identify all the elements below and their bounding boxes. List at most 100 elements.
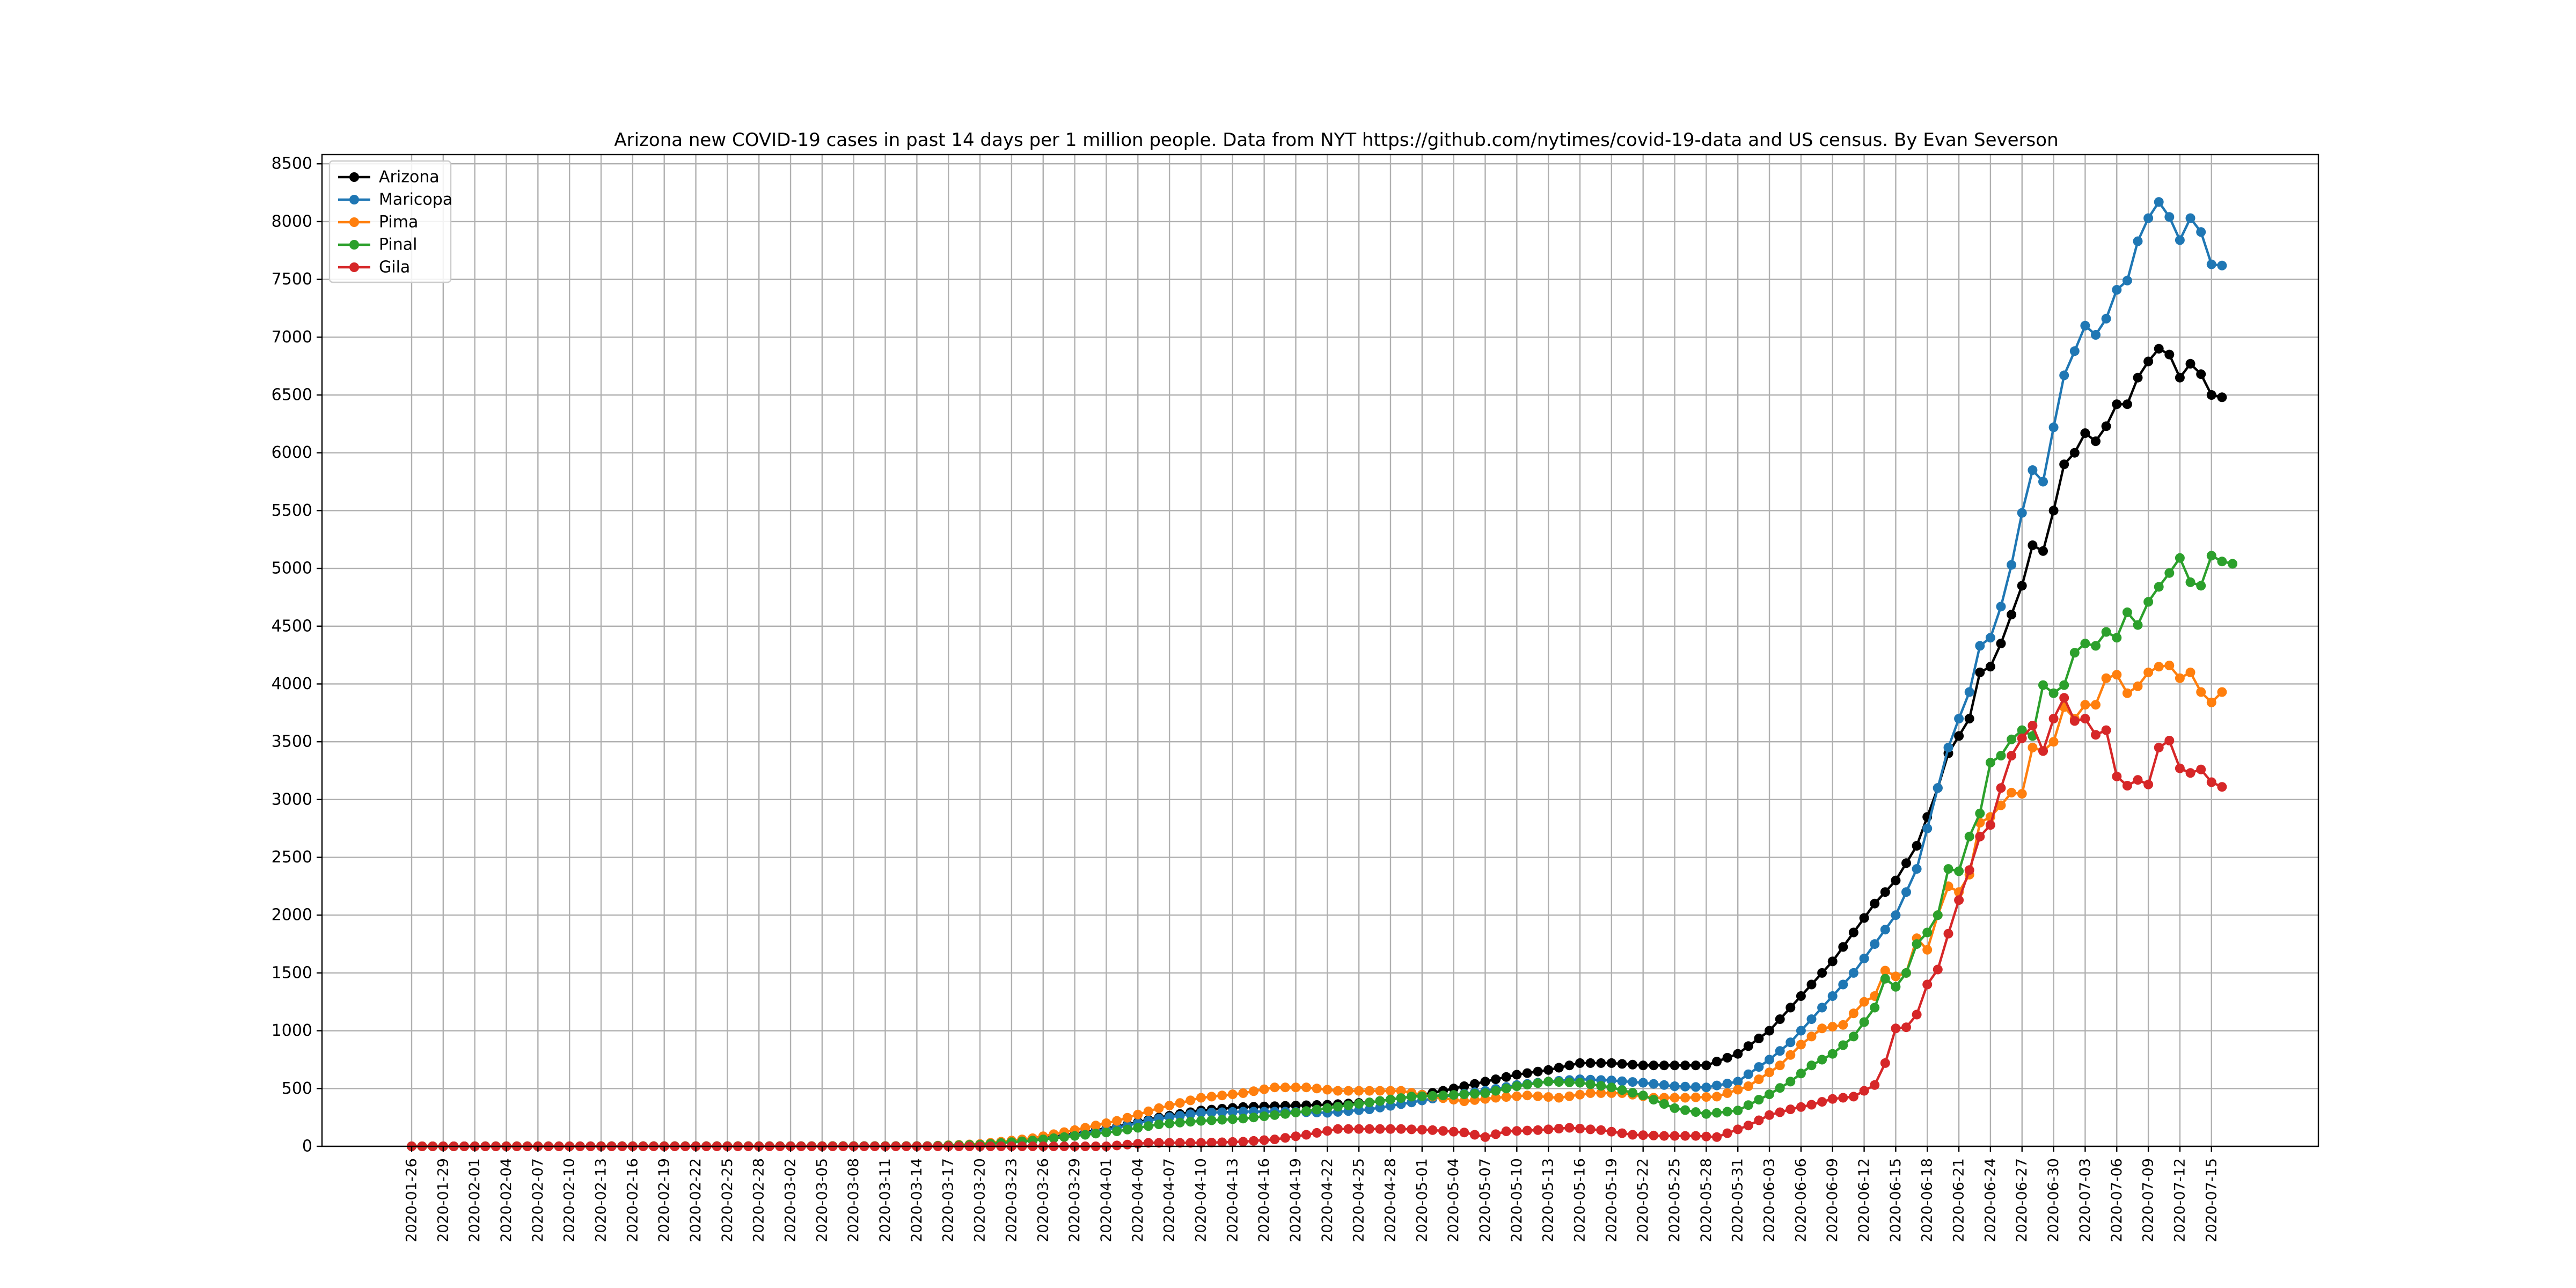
- data-point: [1165, 1101, 1175, 1111]
- x-tick-label: 2020-05-16: [1572, 1158, 1589, 1242]
- data-point: [1596, 1125, 1606, 1135]
- x-tick-label: 2020-03-26: [1035, 1158, 1051, 1242]
- data-point: [1512, 1081, 1522, 1091]
- data-point: [2017, 733, 2027, 743]
- data-point: [1480, 1077, 1490, 1087]
- data-point: [1848, 1092, 1858, 1102]
- data-point: [2175, 235, 2185, 245]
- data-point: [1838, 1093, 1848, 1103]
- data-point: [1386, 1086, 1395, 1096]
- data-point: [2101, 421, 2111, 431]
- data-point: [1122, 1124, 1132, 1135]
- data-point: [1722, 1107, 1732, 1117]
- data-point: [2217, 687, 2227, 697]
- x-tick-label: 2020-02-01: [466, 1158, 483, 1242]
- data-point: [1617, 1085, 1627, 1095]
- data-point: [1680, 1060, 1690, 1071]
- data-point: [1196, 1138, 1206, 1148]
- data-point: [1585, 1058, 1596, 1068]
- data-point: [1891, 875, 1901, 885]
- data-point: [1543, 1124, 1554, 1135]
- data-point: [2080, 700, 2090, 710]
- x-tick-label: 2020-06-03: [1761, 1158, 1778, 1242]
- data-point: [1775, 1060, 1785, 1071]
- data-point: [1354, 1124, 1364, 1134]
- data-point: [1575, 1124, 1585, 1133]
- y-tick-label: 8500: [272, 155, 312, 173]
- data-point: [2143, 779, 2154, 789]
- data-point: [1722, 1128, 1732, 1138]
- data-point: [1291, 1131, 1301, 1141]
- data-point: [1733, 1106, 1743, 1116]
- data-point: [2017, 508, 2027, 518]
- data-point: [1680, 1131, 1690, 1141]
- data-point: [1701, 1092, 1711, 1102]
- data-point: [1122, 1139, 1132, 1150]
- x-tick-label: 2020-04-19: [1287, 1158, 1304, 1242]
- data-point: [1333, 1102, 1343, 1112]
- data-point: [1712, 1108, 1722, 1118]
- data-point: [1270, 1110, 1280, 1120]
- legend-marker: [349, 262, 359, 272]
- data-point: [1091, 1121, 1101, 1131]
- data-point: [1154, 1103, 1164, 1113]
- data-point: [2091, 730, 2101, 740]
- data-point: [1227, 1114, 1238, 1124]
- legend-label: Pima: [379, 213, 418, 232]
- data-point: [1480, 1132, 1490, 1142]
- legend-label: Gila: [379, 258, 410, 277]
- data-point: [1154, 1138, 1164, 1148]
- data-point: [2164, 661, 2175, 670]
- data-point: [1985, 820, 1995, 830]
- data-point: [2122, 688, 2132, 698]
- data-point: [2133, 775, 2143, 785]
- x-tick-label: 2020-05-31: [1730, 1158, 1746, 1242]
- x-tick-label: 2020-03-11: [877, 1158, 894, 1242]
- x-tick-label: 2020-05-19: [1603, 1158, 1620, 1242]
- data-point: [1396, 1086, 1406, 1096]
- data-point: [1870, 898, 1880, 909]
- data-point: [1133, 1109, 1143, 1119]
- data-point: [2007, 560, 2017, 570]
- data-point: [1659, 1060, 1669, 1071]
- legend-box: [328, 160, 452, 283]
- x-tick-label: 2020-07-12: [2171, 1158, 2188, 1242]
- data-point: [2133, 372, 2143, 383]
- data-point: [1375, 1086, 1385, 1096]
- data-point: [2112, 633, 2122, 643]
- data-point: [1806, 1031, 1817, 1042]
- data-point: [2133, 681, 2143, 691]
- data-point: [1701, 1131, 1711, 1141]
- data-point: [1733, 1124, 1743, 1135]
- data-point: [2154, 343, 2164, 354]
- data-point: [1564, 1123, 1575, 1133]
- data-point: [1491, 1074, 1501, 1085]
- x-tick-label: 2020-06-18: [1919, 1158, 1936, 1242]
- data-point: [1270, 1082, 1280, 1093]
- data-point: [1448, 1090, 1459, 1100]
- legend-marker: [349, 217, 359, 227]
- x-tick-label: 2020-02-04: [498, 1158, 515, 1242]
- data-point: [1301, 1130, 1312, 1140]
- y-tick-label: 2000: [272, 906, 312, 925]
- data-point: [2112, 285, 2122, 295]
- data-point: [1954, 714, 1964, 724]
- data-point: [1375, 1124, 1385, 1134]
- data-point: [2228, 559, 2237, 569]
- x-tick-label: 2020-06-09: [1824, 1158, 1841, 1242]
- y-tick-label: 3000: [272, 790, 312, 809]
- data-point: [2154, 582, 2164, 592]
- x-tick-label: 2020-03-14: [909, 1158, 925, 1242]
- data-point: [1701, 1060, 1711, 1071]
- data-point: [2196, 227, 2206, 237]
- data-point: [2164, 212, 2175, 222]
- data-point: [1922, 927, 1933, 938]
- data-point: [1901, 968, 1911, 978]
- data-point: [1827, 956, 1838, 967]
- data-point: [1259, 1111, 1269, 1121]
- data-point: [1901, 1022, 1911, 1033]
- data-point: [2059, 693, 2069, 703]
- data-point: [1859, 913, 1869, 923]
- data-point: [1912, 939, 1922, 949]
- data-point: [1596, 1081, 1606, 1091]
